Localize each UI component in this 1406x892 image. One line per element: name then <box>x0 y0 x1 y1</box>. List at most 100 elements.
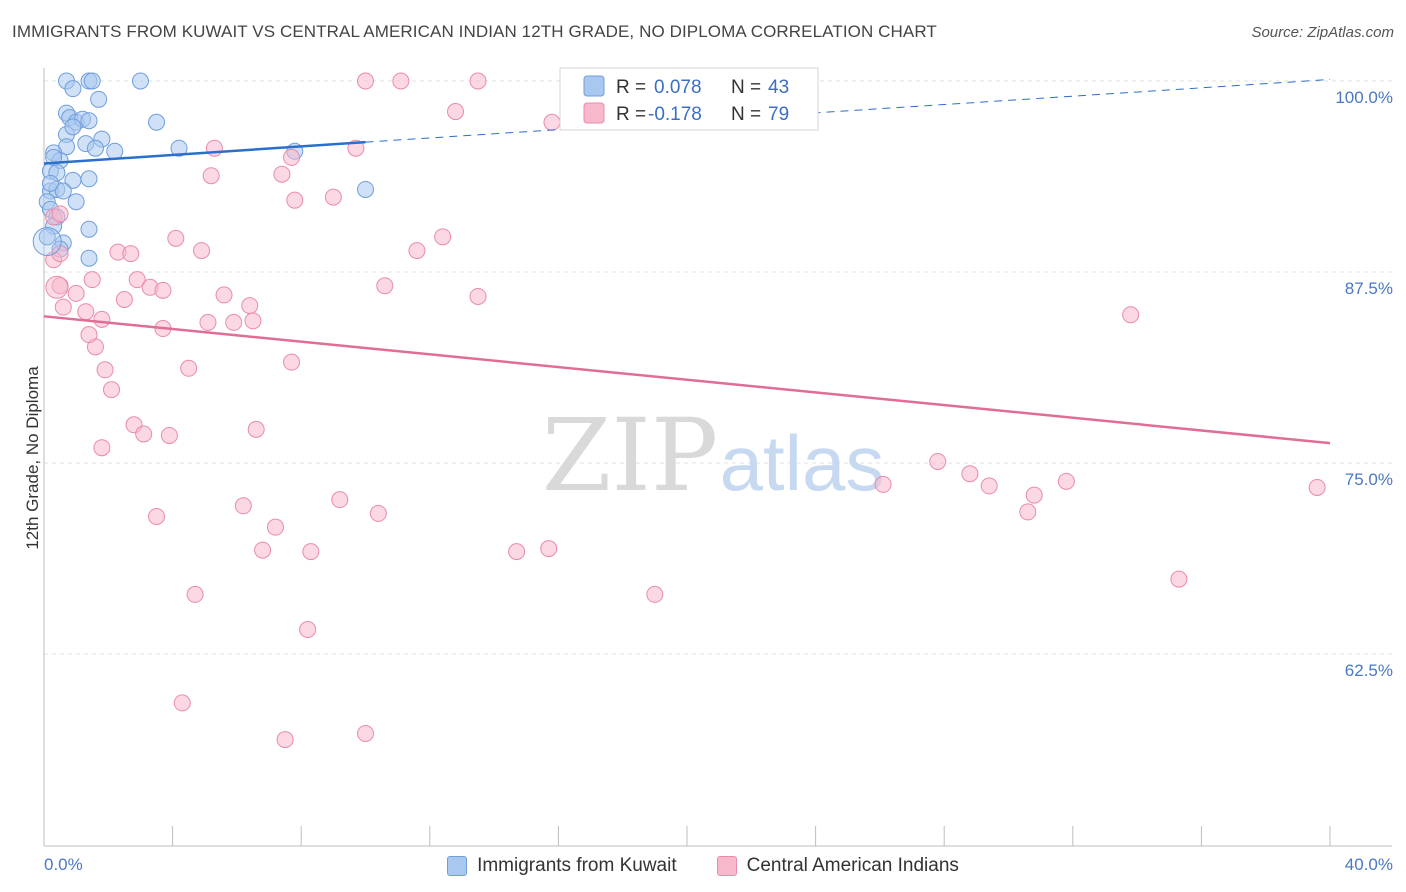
central-american-point-51 <box>80 326 98 344</box>
central-american-point-2 <box>469 72 487 90</box>
central-american-point-74 <box>1057 472 1075 490</box>
central-american-point-77 <box>1308 478 1326 496</box>
x-tick-label-1: 40.0% <box>1345 855 1393 874</box>
central-american-point-58 <box>254 541 272 559</box>
legend-swatch-pink <box>583 102 605 124</box>
y-axis-label: 12th Grade, No Diploma <box>23 366 42 550</box>
central-american-point-53 <box>148 507 166 525</box>
series-legend: Immigrants from Kuwait Central American … <box>0 852 1406 880</box>
kuwait-point-35 <box>80 220 98 238</box>
central-american-point-20 <box>122 245 140 263</box>
central-american-point-69 <box>929 452 947 470</box>
central-american-point-29 <box>154 281 172 299</box>
central-american-point-76 <box>1170 570 1188 588</box>
central-american-point-50 <box>247 420 265 438</box>
kuwait-point-29 <box>357 180 374 198</box>
central-american-point-67 <box>357 724 374 742</box>
central-american-point-0 <box>357 72 374 90</box>
legend-r-label-pink: R = <box>616 104 646 125</box>
y-tick-label-0: 100.0% <box>1335 88 1393 107</box>
central-american-point-7 <box>205 139 223 157</box>
central-american-point-48 <box>135 425 153 443</box>
central-american-point-56 <box>369 504 387 522</box>
central-american-point-63 <box>646 585 664 603</box>
central-american-point-65 <box>173 694 191 712</box>
kuwait-point-16 <box>86 139 104 157</box>
kuwait-point-large <box>32 226 62 256</box>
kuwait-point-24 <box>80 170 98 188</box>
central-american-point-59 <box>302 543 320 561</box>
legend-r-value-blue: 0.078 <box>654 77 702 98</box>
central-american-point-18 <box>434 228 452 246</box>
central-american-point-35 <box>241 297 259 315</box>
central-american-point-43 <box>96 361 114 379</box>
kuwait-point-18 <box>170 139 188 157</box>
central-american-point-66 <box>276 731 294 749</box>
central-american-point-23 <box>51 245 69 263</box>
central-american-point-62 <box>186 585 204 603</box>
y-tick-label-3: 62.5% <box>1345 661 1393 680</box>
central-american-point-61 <box>540 540 558 558</box>
central-american-point-64 <box>299 621 317 639</box>
central-american-point-45 <box>283 353 301 371</box>
kuwait-point-11 <box>148 113 166 131</box>
grid-lines <box>44 80 1392 655</box>
legend-item-central-american: Central American Indians <box>716 855 959 877</box>
central-american-point-8 <box>283 148 301 166</box>
watermark-atlas: atlas <box>720 419 885 507</box>
central-american-point-37 <box>93 310 111 328</box>
x-tick-label-0: 0.0% <box>44 855 83 874</box>
legend-n-label-pink: N = <box>731 104 761 125</box>
y-tick-label-2: 75.0% <box>1345 470 1393 489</box>
central-american-point-25 <box>67 284 85 302</box>
chart-title: IMMIGRANTS FROM KUWAIT VS CENTRAL AMERIC… <box>12 22 937 41</box>
central-american-point-72 <box>1019 503 1037 521</box>
central-american-point-40 <box>244 312 262 330</box>
central-american-point-39 <box>225 313 243 331</box>
kuwait-trend-extension <box>365 78 1331 143</box>
central-american-point-large <box>45 275 69 299</box>
central-american-point-21 <box>193 242 211 260</box>
y-tick-labels: 100.0% 87.5% 75.0% 62.5% <box>1335 88 1393 680</box>
central-american-point-54 <box>234 497 252 515</box>
kuwait-trend-line <box>43 140 366 165</box>
kuwait-point-3 <box>131 72 149 90</box>
central-american-point-26 <box>83 271 101 289</box>
central-american-point-49 <box>160 426 178 444</box>
central-american-point-60 <box>508 543 526 561</box>
stats-legend: R = 0.078 N = 43 R = -0.178 N = 79 <box>559 67 819 131</box>
source-label: Source: ZipAtlas.com <box>1251 24 1394 41</box>
central-american-point-10 <box>202 167 220 185</box>
central-american-point-44 <box>180 359 198 377</box>
central-american-point-17 <box>408 242 426 260</box>
central-american-point-16 <box>167 229 185 247</box>
central-american-point-31 <box>469 287 487 305</box>
legend-n-label-blue: N = <box>731 77 761 98</box>
kuwait-point-31 <box>67 193 85 211</box>
central-american-point-15 <box>51 205 69 223</box>
central-american-point-52 <box>93 439 111 457</box>
kuwait-point-28 <box>54 182 72 200</box>
central-american-point-38 <box>199 313 217 331</box>
central-american-point-73 <box>1025 486 1043 504</box>
central-american-trend-line <box>43 315 1331 445</box>
central-american-point-71 <box>980 477 998 495</box>
kuwait-point-39 <box>80 249 98 267</box>
trend-lines <box>43 78 1331 445</box>
central-american-point-13 <box>324 188 342 206</box>
central-american-point-32 <box>54 298 72 316</box>
central-american-point-75 <box>1122 306 1140 324</box>
watermark: ZIP atlas <box>542 397 885 514</box>
central-american-point-5 <box>447 103 465 121</box>
central-american-point-6 <box>543 113 561 131</box>
central-american-point-68 <box>874 475 892 493</box>
kuwait-point-25 <box>64 171 82 189</box>
central-american-point-33 <box>115 291 133 309</box>
data-points <box>32 72 1326 749</box>
central-american-point-11 <box>273 165 291 183</box>
kuwait-point-2 <box>83 72 101 90</box>
central-american-point-12 <box>286 191 304 209</box>
legend-n-value-blue: 43 <box>768 77 789 98</box>
legend-n-value-pink: 79 <box>768 104 789 125</box>
